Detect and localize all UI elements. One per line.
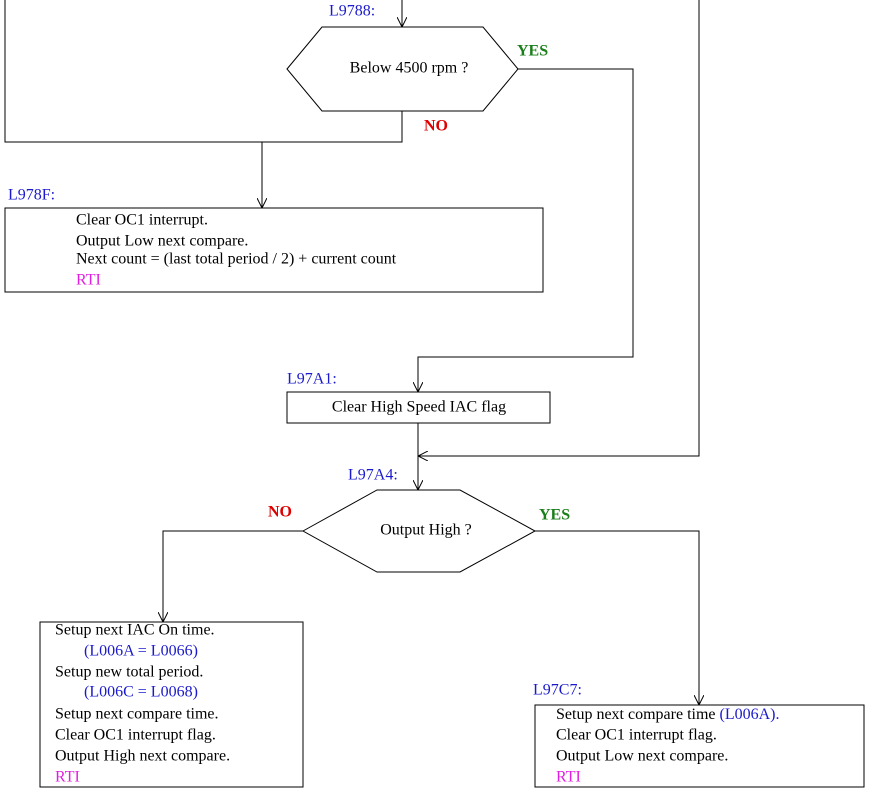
process-box xyxy=(39,621,304,788)
yes-label: YES xyxy=(539,507,570,524)
arrow xyxy=(163,530,303,622)
no-label: NO xyxy=(424,118,448,135)
box-line: Clear OC1 interrupt. xyxy=(76,212,208,229)
decision xyxy=(301,489,537,573)
loop-line xyxy=(4,0,403,143)
decision-text: Below 4500 rpm ? xyxy=(350,60,469,77)
node-label: L97A1: xyxy=(287,371,337,388)
decision-text: Output High ? xyxy=(380,522,472,539)
node-label: L9788: xyxy=(329,3,375,20)
arrow xyxy=(535,530,699,705)
box-line: Clear OC1 interrupt flag. xyxy=(55,727,216,744)
node-label: L97A4: xyxy=(348,467,398,484)
box-line: RTI xyxy=(76,272,101,289)
connectors xyxy=(4,0,700,705)
box-line: (L006C = L0068) xyxy=(84,684,198,701)
no-label: NO xyxy=(268,504,292,521)
decision xyxy=(286,26,519,112)
box-line: Setup next compare time (L006A). xyxy=(556,706,780,723)
process-box xyxy=(286,391,551,424)
node-label: L978F: xyxy=(8,187,55,204)
box-line: RTI xyxy=(55,769,80,786)
process-box xyxy=(534,704,865,788)
node-label: L97C7: xyxy=(533,682,582,699)
box-line: Setup next IAC On time. xyxy=(55,622,215,639)
process-box xyxy=(4,207,544,293)
box-line: (L006A = L0066) xyxy=(84,643,198,660)
box-line: Setup next compare time. xyxy=(55,706,219,723)
box-text: Clear High Speed IAC flag xyxy=(332,399,506,416)
box-line: RTI xyxy=(556,769,581,786)
box-line: Output High next compare. xyxy=(55,748,230,765)
arrow xyxy=(418,68,634,392)
box-line: Output Low next compare. xyxy=(76,233,248,250)
box-line-text: Setup next compare time xyxy=(556,706,716,723)
arrow xyxy=(418,0,700,456)
register-ref: (L006A). xyxy=(720,706,780,723)
box-line: Setup new total period. xyxy=(55,664,203,681)
box-line: Output Low next compare. xyxy=(556,748,728,765)
yes-label: YES xyxy=(517,43,548,60)
box-line: Next count = (last total period / 2) + c… xyxy=(76,251,397,268)
box-line: Clear OC1 interrupt flag. xyxy=(556,727,717,744)
